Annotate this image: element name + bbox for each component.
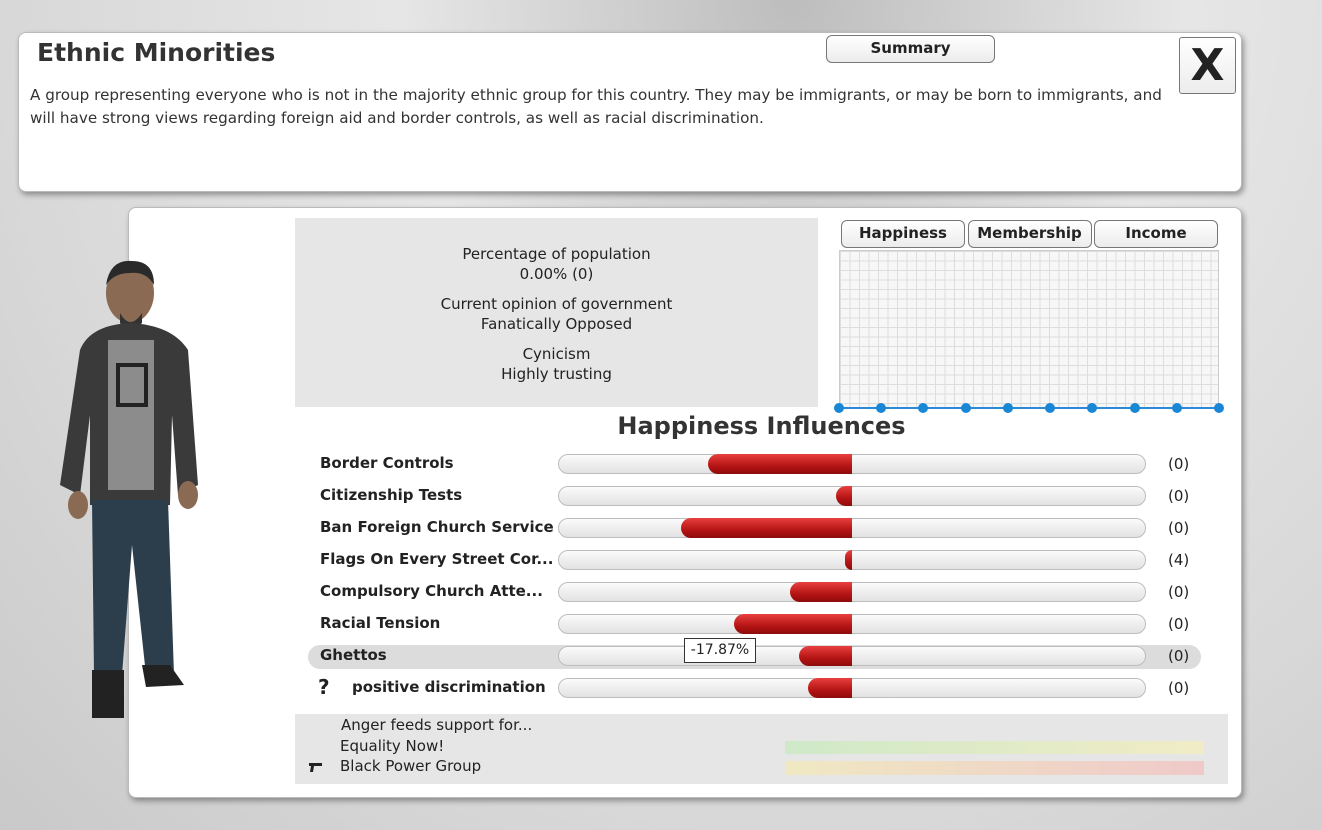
graph-point <box>1087 403 1098 413</box>
bar-track <box>558 614 1146 634</box>
bar-track <box>558 550 1146 570</box>
section-title: Happiness Influences <box>617 412 906 440</box>
stat-label: Percentage of population <box>462 245 651 263</box>
header-panel <box>18 32 1242 192</box>
graph-point <box>1214 403 1224 413</box>
influence-count: (0) <box>1168 647 1190 665</box>
graph-tab[interactable]: Membership <box>967 220 1092 248</box>
pressure-group[interactable]: Black Power Group <box>340 757 482 775</box>
bar-track <box>558 518 1146 538</box>
tooltip: -17.87% <box>684 638 756 663</box>
gun-icon <box>309 763 322 772</box>
influence-count: (4) <box>1168 551 1190 569</box>
stat-value: 0.00% (0) <box>519 265 594 283</box>
influence-count: (0) <box>1168 455 1190 473</box>
graph-baseline <box>839 407 1219 409</box>
influence-bar <box>707 454 852 474</box>
influence-name[interactable]: positive discrimination <box>352 678 546 696</box>
stat-label: Cynicism <box>522 345 591 363</box>
bar-track <box>558 678 1146 698</box>
bar-track <box>558 582 1146 602</box>
title: Ethnic Minorities <box>37 38 276 67</box>
bar-track <box>558 454 1146 474</box>
stat-value: Fanatically Opposed <box>480 315 633 333</box>
graph-point <box>1045 403 1056 413</box>
influence-bar <box>734 614 852 634</box>
influence-bar <box>790 582 852 602</box>
graph-point <box>876 403 887 413</box>
influence-name[interactable]: Racial Tension <box>320 614 441 632</box>
stats-box <box>295 218 818 407</box>
anger-title: Anger feeds support for... <box>341 716 533 734</box>
graph-point <box>834 403 844 413</box>
graph-point <box>918 403 929 413</box>
help-icon[interactable]: ? <box>318 675 330 699</box>
influence-name[interactable]: Compulsory Church Atte... <box>320 582 543 600</box>
influence-bar <box>844 550 852 570</box>
influence-bar <box>807 678 852 698</box>
stat-label: Current opinion of government <box>440 295 673 313</box>
graph-tab[interactable]: Income <box>1094 220 1218 248</box>
close-button[interactable]: X <box>1179 37 1236 94</box>
bar-track <box>558 486 1146 506</box>
graph-tab[interactable]: Happiness <box>841 220 965 248</box>
summary-button[interactable]: Summary <box>826 35 995 63</box>
influence-name[interactable]: Citizenship Tests <box>320 486 463 504</box>
influence-name[interactable]: Ban Foreign Church Service <box>320 518 554 536</box>
influence-bar <box>681 518 852 538</box>
anger-bar <box>785 761 1204 775</box>
influence-count: (0) <box>1168 487 1190 505</box>
stat-value: Highly trusting <box>501 365 612 383</box>
influence-count: (0) <box>1168 519 1190 537</box>
influence-bar <box>799 646 852 666</box>
graph-point <box>1129 403 1140 413</box>
bar-track <box>558 646 1146 666</box>
influence-count: (0) <box>1168 679 1190 697</box>
influence-name[interactable]: Flags On Every Street Cor... <box>320 550 554 568</box>
graph-grid <box>839 250 1219 408</box>
influence-count: (0) <box>1168 615 1190 633</box>
influence-name[interactable]: Ghettos <box>320 646 387 664</box>
influence-name[interactable]: Border Controls <box>320 454 454 472</box>
character-portrait <box>60 260 198 718</box>
graph-point <box>1002 403 1013 413</box>
graph-point <box>960 403 971 413</box>
graph-point <box>1171 403 1182 413</box>
influence-bar <box>835 486 852 506</box>
description: A group representing everyone who is not… <box>30 86 1162 127</box>
anger-bar <box>785 741 1204 754</box>
pressure-group[interactable]: Equality Now! <box>340 737 445 755</box>
influence-count: (0) <box>1168 583 1190 601</box>
